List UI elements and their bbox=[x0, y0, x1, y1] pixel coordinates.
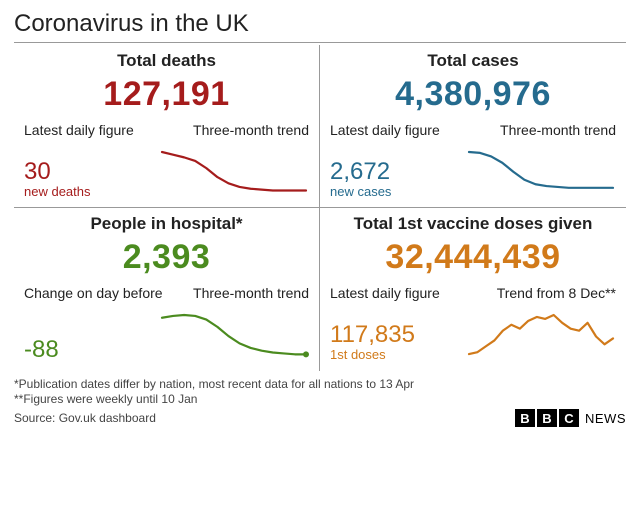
panel-vaccine: Total 1st vaccine doses given 32,444,439… bbox=[320, 208, 626, 371]
source-text: Source: Gov.uk dashboard bbox=[14, 411, 156, 425]
panel-cases: Total cases 4,380,976 Latest daily figur… bbox=[320, 45, 626, 208]
sparkline-hospital bbox=[159, 307, 309, 362]
sparkline-deaths bbox=[159, 144, 309, 199]
panel-title-deaths: Total deaths bbox=[24, 51, 309, 71]
footnote-2: **Figures were weekly until 10 Jan bbox=[14, 392, 626, 407]
panel-title-hospital: People in hospital* bbox=[24, 214, 309, 234]
sublabel-right-vaccine: Trend from 8 Dec** bbox=[497, 285, 616, 301]
panel-hospital: People in hospital* 2,393 Change on day … bbox=[14, 208, 320, 371]
big-number-cases: 4,380,976 bbox=[330, 75, 616, 114]
stat-value-vaccine: 117,835 bbox=[330, 322, 415, 347]
sublabel-right-deaths: Three-month trend bbox=[193, 122, 309, 138]
sublabel-left-vaccine: Latest daily figure bbox=[330, 285, 440, 301]
bbc-box-c: C bbox=[559, 409, 579, 427]
stat-value-hospital: -88 bbox=[24, 337, 59, 362]
bbc-news-text: NEWS bbox=[585, 411, 626, 426]
sublabel-right-cases: Three-month trend bbox=[500, 122, 616, 138]
bbc-box-b1: B bbox=[515, 409, 535, 427]
stat-value-cases: 2,672 bbox=[330, 159, 391, 184]
stat-label-cases: new cases bbox=[330, 184, 391, 199]
big-number-deaths: 127,191 bbox=[24, 75, 309, 114]
big-number-hospital: 2,393 bbox=[24, 238, 309, 277]
panel-title-vaccine: Total 1st vaccine doses given bbox=[330, 214, 616, 234]
panel-title-cases: Total cases bbox=[330, 51, 616, 71]
sublabel-left-hospital: Change on day before bbox=[24, 285, 163, 301]
sublabel-left-deaths: Latest daily figure bbox=[24, 122, 134, 138]
sparkline-cases bbox=[466, 144, 616, 199]
sparkline-vaccine bbox=[466, 307, 616, 362]
bbc-boxes: B B C bbox=[515, 409, 579, 427]
sublabel-left-cases: Latest daily figure bbox=[330, 122, 440, 138]
page-title: Coronavirus in the UK bbox=[14, 10, 626, 43]
stat-label-deaths: new deaths bbox=[24, 184, 91, 199]
bbc-box-b2: B bbox=[537, 409, 557, 427]
stats-grid: Total deaths 127,191 Latest daily figure… bbox=[14, 45, 626, 371]
panel-deaths: Total deaths 127,191 Latest daily figure… bbox=[14, 45, 320, 208]
footnote-1: *Publication dates differ by nation, mos… bbox=[14, 377, 626, 392]
sublabel-right-hospital: Three-month trend bbox=[193, 285, 309, 301]
stat-value-deaths: 30 bbox=[24, 159, 91, 184]
footnotes: *Publication dates differ by nation, mos… bbox=[14, 377, 626, 407]
big-number-vaccine: 32,444,439 bbox=[330, 238, 616, 277]
bbc-news-logo: B B C NEWS bbox=[515, 409, 626, 427]
stat-label-vaccine: 1st doses bbox=[330, 347, 415, 362]
